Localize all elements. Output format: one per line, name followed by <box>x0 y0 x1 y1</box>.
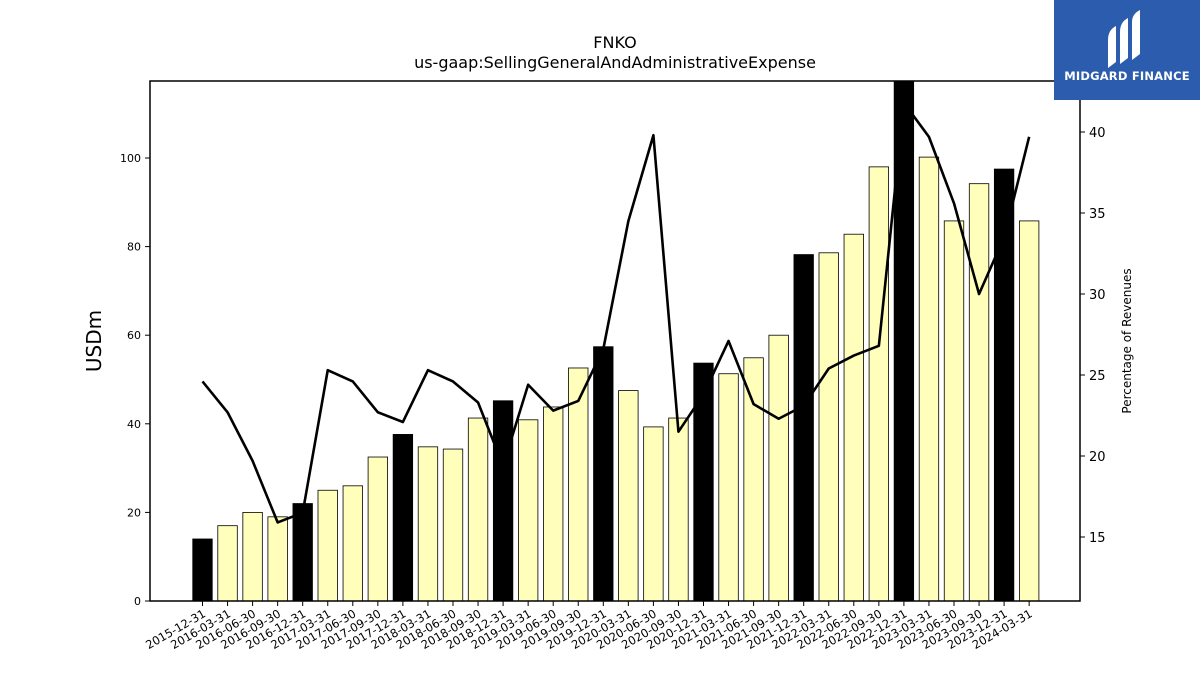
midgard-logo-icon <box>1108 10 1140 68</box>
bar-2022-03-31 <box>818 252 839 602</box>
bar-2021-12-31 <box>793 254 814 602</box>
bar-series <box>192 80 1040 602</box>
y-tick-label: 40 <box>127 418 141 431</box>
bar-2020-06-30 <box>643 426 664 602</box>
y-tick-label: 80 <box>127 241 141 254</box>
bar-2021-09-30 <box>768 334 789 602</box>
bar-2019-03-31 <box>518 419 539 602</box>
bar-2020-03-31 <box>618 390 639 602</box>
y2-tick-label: 15 <box>1089 531 1106 546</box>
bar-2022-06-30 <box>843 233 864 602</box>
chart-title: FNKO <box>593 33 636 52</box>
bar-2016-12-31 <box>292 503 313 602</box>
bar-2016-03-31 <box>217 525 238 602</box>
y-tick-label: 0 <box>134 595 141 608</box>
chart-subtitle: us-gaap:SellingGeneralAndAdministrativeE… <box>414 53 816 72</box>
bar-2023-03-31 <box>918 156 940 602</box>
y-tick-label: 20 <box>127 506 141 519</box>
y-axis-label: USDm <box>82 310 106 372</box>
bar-2019-06-30 <box>543 406 564 602</box>
bar-2015-12-31 <box>192 538 213 602</box>
bar-2021-03-31 <box>718 373 739 602</box>
y2-tick-label: 25 <box>1089 369 1106 384</box>
bar-2020-12-31 <box>693 362 714 602</box>
bar-2018-12-31 <box>492 400 514 602</box>
bar-2023-09-30 <box>968 183 990 602</box>
y-tick-label: 100 <box>120 152 141 165</box>
bar-2018-03-31 <box>417 446 439 602</box>
y2-tick-label: 35 <box>1089 207 1106 222</box>
bar-2017-12-31 <box>392 434 414 602</box>
y-tick-label: 60 <box>127 329 141 342</box>
y2-tick-label: 40 <box>1089 126 1106 141</box>
plot-frame <box>149 80 1081 602</box>
bar-2017-03-31 <box>317 489 338 602</box>
y2-tick-label: 30 <box>1089 288 1106 303</box>
line-series <box>201 101 1031 524</box>
bar-2016-09-30 <box>267 516 288 602</box>
bar-2018-09-30 <box>467 417 489 602</box>
bar-2023-06-30 <box>943 220 965 602</box>
bar-2019-12-31 <box>593 346 614 602</box>
bar-2022-09-30 <box>868 166 889 602</box>
bar-2017-09-30 <box>367 456 389 602</box>
y2-tick-label: 20 <box>1089 450 1106 465</box>
brand-logo: MIDGARD FINANCE <box>1054 0 1200 100</box>
bar-2017-06-30 <box>342 485 363 602</box>
brand-logo-text: MIDGARD FINANCE <box>1064 69 1190 83</box>
bar-2018-06-30 <box>442 448 464 602</box>
revenue-share-line <box>201 101 1031 524</box>
bar-2024-03-31 <box>1019 220 1040 602</box>
bar-2021-06-30 <box>743 357 764 602</box>
bar-2016-06-30 <box>242 512 263 602</box>
y2-axis-label: Percentage of Revenues <box>1120 268 1134 413</box>
bar-2020-09-30 <box>668 417 689 602</box>
